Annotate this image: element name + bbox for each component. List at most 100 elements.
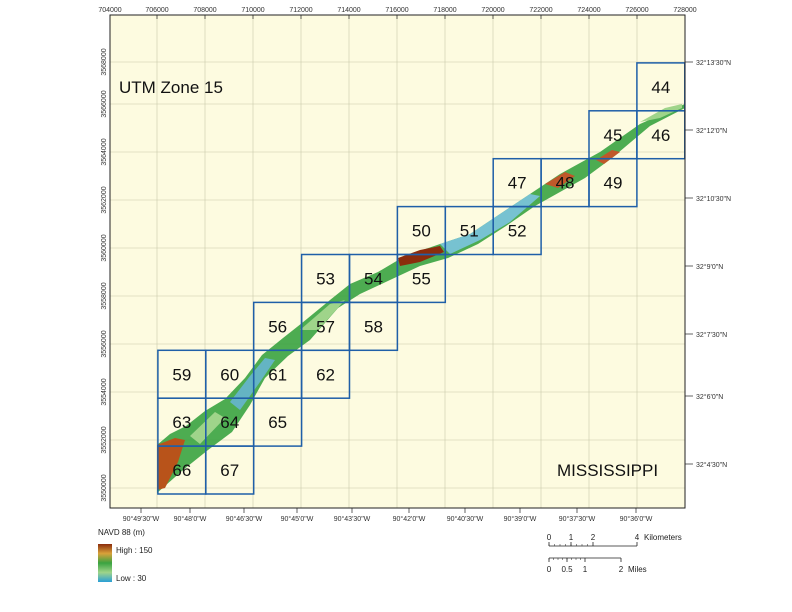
left-northing-label: 3560000	[101, 234, 108, 261]
tile-label: 48	[556, 174, 575, 193]
dem-high-ridge-3	[545, 172, 575, 188]
left-northing-label: 3554000	[101, 378, 108, 405]
tile-grid: 44 45 46 47 48 49 50 51 52 53 54 55 56 57 58 59 60 61 62 63…	[157, 62, 686, 495]
bottom-longitude-label: 90°48'0"W	[174, 515, 207, 523]
tile-label: 46	[651, 126, 670, 145]
legend-color-ramp	[98, 544, 112, 582]
tile-label: 61	[268, 365, 287, 384]
right-latitude-label: 32°10'30"N	[696, 195, 731, 203]
tile-border	[300, 349, 351, 399]
km-tick-label: 1	[569, 533, 574, 542]
top-easting-label: 704000	[98, 7, 121, 14]
tile-border	[205, 445, 255, 495]
top-easting-label: 728000	[673, 7, 696, 14]
bottom-longitude-label: 90°43'30"W	[334, 515, 371, 523]
bottom-longitude-label: 90°36'0"W	[620, 515, 653, 523]
mile-unit-label: Miles	[628, 565, 647, 574]
tile-52: 52	[492, 205, 542, 256]
tile-label: 60	[220, 365, 239, 384]
tile-label: 55	[412, 269, 431, 288]
right-latitude-labels: 32°13'30"N 32°12'0"N 32°10'30"N 32°9'0"N 32°…	[685, 59, 731, 469]
top-easting-label: 720000	[481, 7, 504, 14]
bottom-longitude-label: 90°49'30"W	[123, 515, 160, 523]
bottom-longitude-label: 90°45'0"W	[281, 515, 314, 523]
tile-label: 53	[316, 269, 335, 288]
zone-label: UTM Zone 15	[119, 78, 223, 97]
bottom-longitude-label: 90°39'0"W	[504, 515, 537, 523]
bottom-longitude-label: 90°46'30"W	[226, 515, 263, 523]
km-tick-label: 2	[591, 533, 596, 542]
dem-high-ridge-2	[157, 438, 185, 490]
dem-mid-patch-2	[190, 412, 225, 444]
tile-62: 62	[300, 349, 351, 399]
tile-label: 57	[316, 317, 335, 336]
km-tick-label: 4	[635, 533, 640, 542]
dem-terrain-strip	[157, 104, 685, 493]
tile-label: 52	[508, 222, 527, 241]
tile-label: 54	[364, 269, 383, 288]
mile-tick-label: 0	[547, 565, 552, 574]
legend-low-label: Low : 30	[116, 574, 147, 583]
bottom-longitude-label: 90°40'30"W	[447, 515, 484, 523]
dem-high-ridge-1	[398, 246, 444, 266]
dem-lowland-water-2	[230, 358, 275, 410]
mile-tick-label: 2	[619, 565, 624, 574]
tile-55: 55	[396, 253, 447, 304]
km-unit-label: Kilometers	[644, 533, 682, 542]
left-northing-label: 3564000	[101, 138, 108, 165]
tile-border	[396, 253, 447, 304]
top-easting-label: 710000	[241, 7, 264, 14]
left-northing-label: 3550000	[101, 474, 108, 501]
left-northing-labels: 3568000 3566000 3564000 3562000 3560000 35580…	[101, 48, 108, 501]
right-latitude-label: 32°6'0"N	[696, 393, 723, 401]
top-easting-labels: 704000 706000 708000 710000 712000 714000 7160…	[98, 7, 697, 19]
mile-tick-label: 1	[583, 565, 588, 574]
right-latitude-label: 32°13'30"N	[696, 59, 731, 67]
km-tick-label: 0	[547, 533, 552, 542]
tile-65: 65	[252, 397, 303, 447]
top-easting-label: 712000	[289, 7, 312, 14]
legend-title: NAVD 88 (m)	[98, 528, 145, 537]
tile-border	[492, 205, 542, 256]
scale-bar: 0 1 2 4 Kilometers 0 0.5 1 2 Miles	[547, 533, 682, 574]
mile-tick-label: 0.5	[561, 565, 573, 574]
top-easting-label: 706000	[145, 7, 168, 14]
tile-label: 45	[603, 126, 622, 145]
legend-high-label: High : 150	[116, 546, 153, 555]
right-latitude-label: 32°4'30"N	[696, 461, 727, 469]
dem-mid-patch-3	[640, 104, 682, 122]
tile-label: 64	[220, 413, 239, 432]
map-frame	[109, 14, 686, 509]
left-northing-label: 3556000	[101, 330, 108, 357]
elevation-legend: NAVD 88 (m) High : 150 Low : 30	[98, 528, 153, 583]
top-easting-label: 708000	[193, 7, 216, 14]
tile-label: 51	[460, 222, 479, 241]
mile-scale: 0 0.5 1 2 Miles	[547, 557, 647, 574]
left-northing-label: 3552000	[101, 426, 108, 453]
left-northing-label: 3562000	[101, 186, 108, 213]
tile-label: 63	[172, 413, 191, 432]
left-northing-label: 3566000	[101, 90, 108, 117]
right-latitude-label: 32°7'30"N	[696, 331, 727, 339]
tile-border	[252, 397, 303, 447]
tile-label: 66	[172, 461, 191, 480]
tile-49: 49	[588, 157, 638, 208]
left-northing-label: 3568000	[101, 48, 108, 75]
bottom-longitude-label: 90°42'0"W	[393, 515, 426, 523]
tile-label: 49	[603, 174, 622, 193]
tile-label: 56	[268, 317, 287, 336]
bottom-longitude-labels: 90°49'30"W 90°48'0"W 90°46'30"W 90°45'0"W 90…	[123, 508, 653, 523]
bottom-longitude-label: 90°37'30"W	[559, 515, 596, 523]
graticule	[110, 15, 685, 508]
tile-label: 65	[268, 413, 287, 432]
right-latitude-label: 32°9'0"N	[696, 263, 723, 271]
dem-lowland-water	[440, 194, 540, 254]
tile-label: 47	[508, 174, 527, 193]
top-easting-label: 716000	[385, 7, 408, 14]
top-easting-label: 722000	[529, 7, 552, 14]
right-latitude-label: 32°12'0"N	[696, 127, 727, 135]
tile-label: 59	[172, 365, 191, 384]
left-northing-label: 3558000	[101, 282, 108, 309]
tile-label: 44	[651, 78, 670, 97]
